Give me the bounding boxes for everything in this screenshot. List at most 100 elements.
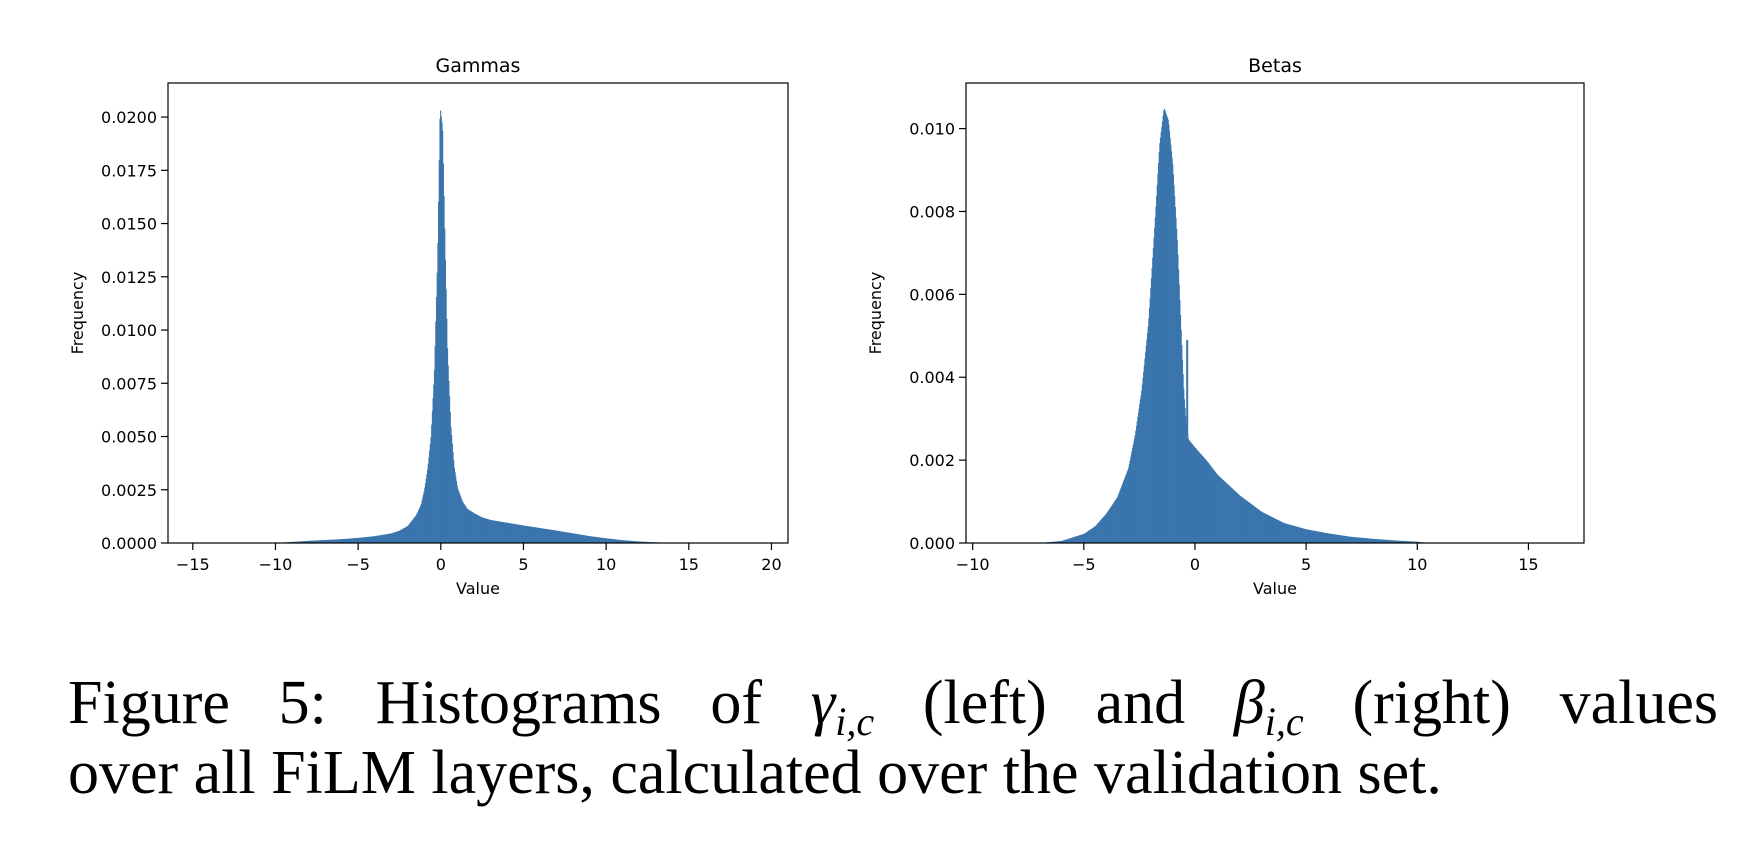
histogram-bar xyxy=(1239,495,1241,543)
histogram-bar xyxy=(628,540,630,543)
histogram-bar xyxy=(483,517,485,543)
histogram-bar xyxy=(1342,535,1344,543)
histogram-bar xyxy=(1262,512,1264,543)
x-tick-label: 5 xyxy=(1301,555,1311,574)
histogram-bar xyxy=(609,538,611,543)
histogram-bar xyxy=(1184,407,1186,543)
histogram-bar xyxy=(641,541,644,543)
x-tick-label: 20 xyxy=(761,555,781,574)
histogram-bar xyxy=(1086,531,1088,543)
histogram-bar xyxy=(1127,469,1129,543)
histogram-bar xyxy=(1132,447,1134,543)
histogram-bar xyxy=(514,524,516,543)
histogram-bar xyxy=(1264,513,1267,543)
histogram-bar xyxy=(1088,530,1090,543)
histogram-bar xyxy=(509,523,511,543)
histogram-bar xyxy=(385,534,387,543)
y-tick-label: 0.0175 xyxy=(101,161,157,180)
histogram-bar xyxy=(301,541,303,543)
histogram-bar xyxy=(1137,417,1139,543)
histogram-bar xyxy=(1215,473,1217,543)
histogram-bar xyxy=(434,345,436,543)
histogram-bar xyxy=(1193,445,1195,543)
histogram-bar xyxy=(1150,278,1152,543)
histogram-bar xyxy=(1161,121,1163,544)
histogram-bar xyxy=(1182,359,1184,543)
histogram-bar xyxy=(357,537,359,543)
histogram-bar xyxy=(1203,457,1205,543)
histogram-bar xyxy=(1377,539,1379,543)
histogram-bar xyxy=(572,533,574,543)
histogram-bar xyxy=(1349,536,1351,543)
histogram-bar xyxy=(548,529,551,543)
histogram-bar xyxy=(1359,537,1361,543)
histogram-bar xyxy=(356,537,358,543)
histogram-bar xyxy=(571,533,573,543)
histogram-bar xyxy=(471,511,473,543)
histogram-bar xyxy=(551,529,553,543)
histogram-bar xyxy=(469,510,471,543)
histogram-bar xyxy=(1104,514,1106,543)
histogram-bar xyxy=(526,526,528,543)
histogram-bar xyxy=(1147,326,1149,543)
histogram-bar xyxy=(541,528,543,543)
histogram-bar xyxy=(1228,485,1230,543)
histogram-bar xyxy=(1157,173,1159,543)
histogram-bar xyxy=(319,540,321,543)
histogram-bar xyxy=(469,510,471,543)
histogram-bar xyxy=(1387,539,1389,543)
beta-symbol: β xyxy=(1233,669,1265,737)
histogram-bar xyxy=(427,469,429,543)
histogram-bar xyxy=(1377,539,1379,543)
histogram-bar xyxy=(1136,421,1138,543)
histogram-bar xyxy=(1054,541,1056,543)
histogram-bar xyxy=(401,529,403,543)
histogram-bar xyxy=(307,540,309,543)
histogram-bar xyxy=(297,541,299,543)
histogram-bar xyxy=(1378,539,1380,543)
histogram-bar xyxy=(435,321,437,543)
histogram-bar xyxy=(1362,537,1364,543)
histogram-bar xyxy=(1076,535,1079,543)
histogram-bar xyxy=(1405,541,1407,543)
histogram-bar xyxy=(1139,403,1141,543)
histogram-bar xyxy=(1056,541,1058,543)
histogram-bar xyxy=(630,540,632,543)
histogram-bar xyxy=(1229,486,1232,543)
histogram-bar xyxy=(411,520,413,543)
histogram-bar xyxy=(1200,453,1202,543)
histogram-bar xyxy=(356,538,358,543)
histogram-bar xyxy=(370,536,372,543)
histogram-bar xyxy=(575,533,577,543)
histogram-bar xyxy=(615,539,617,543)
histogram-bar xyxy=(1351,536,1353,543)
histogram-bar xyxy=(465,506,467,543)
histogram-bar xyxy=(1325,532,1327,543)
histogram-bar xyxy=(345,538,347,543)
histogram-bar xyxy=(501,521,503,543)
histogram-bar xyxy=(1241,496,1243,543)
histogram-bar xyxy=(1158,152,1160,544)
histogram-bar xyxy=(437,243,439,544)
histogram-bar xyxy=(402,528,404,543)
histogram-bar xyxy=(1120,488,1122,543)
histogram-bar xyxy=(420,503,422,543)
histogram-bar xyxy=(1331,533,1333,543)
histogram-bar xyxy=(567,532,569,543)
histogram-bar xyxy=(1350,536,1352,543)
histogram-bar xyxy=(1391,540,1393,543)
histogram-bar xyxy=(442,163,444,543)
histogram-bar xyxy=(466,507,468,543)
histogram-bar xyxy=(499,521,501,543)
histogram-bar xyxy=(1091,528,1093,543)
histogram-bar xyxy=(1399,540,1401,543)
histogram-bar xyxy=(1348,536,1350,543)
histogram-bar xyxy=(533,527,535,543)
histogram-bar xyxy=(608,538,610,543)
histogram-bar xyxy=(492,520,494,543)
histogram-bar xyxy=(1225,482,1227,543)
histogram-bar xyxy=(588,536,590,543)
histogram-bar xyxy=(1401,540,1403,543)
histogram-bar xyxy=(1091,528,1093,543)
histogram-bar xyxy=(375,536,377,543)
